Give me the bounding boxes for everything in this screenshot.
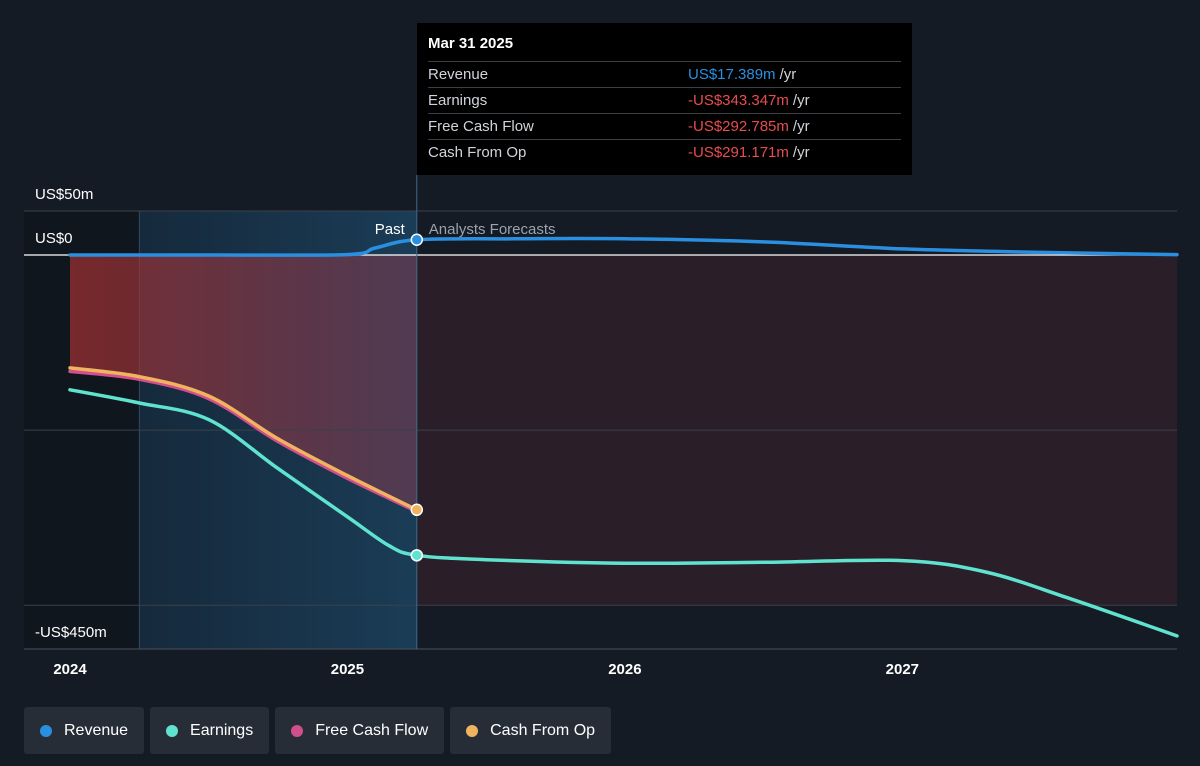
- tooltip-row-revenue: Revenue US$17.389m /yr: [428, 61, 901, 87]
- earnings-point: [410, 549, 424, 562]
- cash-from-op-point: [410, 503, 424, 517]
- tooltip-row-label: Cash From Op: [428, 144, 527, 161]
- tooltip-row-label: Revenue: [428, 66, 489, 83]
- tooltip-row-cash-from-op: Cash From Op -US$291.171m /yr: [428, 139, 901, 165]
- tooltip-row-value: US$17.389m: [688, 66, 776, 83]
- y-tick-label: -US$450m: [35, 624, 107, 641]
- legend-item-earnings[interactable]: Earnings: [150, 707, 270, 754]
- tooltip-row-free-cash-flow: Free Cash Flow -US$292.785m /yr: [428, 113, 901, 139]
- y-tick-label: US$0: [35, 230, 73, 247]
- tooltip-row-earnings: Earnings -US$343.347m /yr: [428, 87, 901, 113]
- revenue-line: [68, 236, 1179, 257]
- forecast-label: Analysts Forecasts: [429, 221, 556, 238]
- legend-item-revenue[interactable]: Revenue: [24, 707, 145, 754]
- legend-dot-icon: [40, 724, 52, 737]
- legend: Revenue Earnings Free Cash Flow Cash Fro…: [24, 707, 612, 754]
- tooltip-row-label: Earnings: [428, 92, 488, 109]
- revenue-point: [410, 233, 424, 247]
- earnings-line: [68, 388, 1179, 638]
- y-tick-label: US$50m: [35, 186, 93, 203]
- tooltip-row-value: -US$292.785m: [688, 118, 789, 135]
- past-label: Past: [375, 221, 406, 238]
- tooltip-row-unit: /yr: [792, 144, 810, 161]
- x-tick-label: 2027: [886, 661, 919, 678]
- free-cash-flow-line: [68, 369, 419, 514]
- legend-item-cash-from-op[interactable]: Cash From Op: [450, 707, 612, 754]
- cash-from-op-line: [68, 366, 419, 512]
- legend-dot-icon: [166, 724, 179, 737]
- tooltip-row-unit: /yr: [792, 92, 810, 109]
- tooltip-row-unit: /yr: [779, 66, 797, 83]
- legend-dot-icon: [466, 724, 479, 737]
- x-tick-label: 2024: [53, 661, 87, 678]
- legend-dot-icon: [291, 724, 304, 737]
- tooltip-date: Mar 31 2025: [428, 35, 514, 52]
- tooltip-row-unit: /yr: [792, 118, 810, 135]
- tooltip-row-label: Free Cash Flow: [428, 118, 534, 135]
- past-negative-area: [70, 255, 417, 510]
- legend-label: Revenue: [64, 721, 129, 739]
- legend-label: Free Cash Flow: [315, 721, 429, 739]
- tooltip-row-value: -US$291.171m: [688, 144, 789, 161]
- x-tick-label: 2025: [331, 661, 364, 678]
- legend-label: Cash From Op: [490, 721, 596, 739]
- x-tick-label: 2026: [608, 661, 641, 678]
- tooltip-row-value: -US$343.347m: [688, 92, 789, 109]
- tooltip: Mar 31 2025 Revenue US$17.389m /yr Earni…: [417, 23, 912, 175]
- legend-label: Earnings: [190, 721, 254, 739]
- legend-item-free-cash-flow[interactable]: Free Cash Flow: [275, 707, 445, 754]
